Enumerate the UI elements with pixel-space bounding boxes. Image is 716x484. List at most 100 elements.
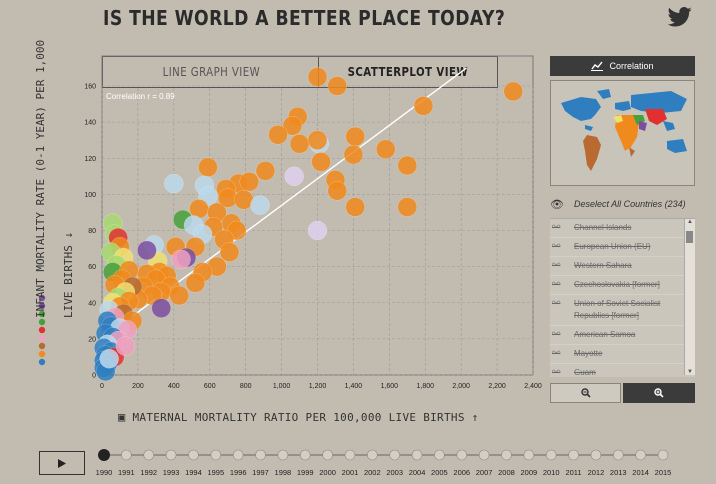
- timeline-year-label[interactable]: 2015: [654, 468, 672, 477]
- timeline-year-dot[interactable]: [299, 449, 311, 461]
- timeline-year-label[interactable]: 2006: [453, 468, 471, 477]
- country-bubble[interactable]: [99, 348, 119, 369]
- timeline-year-label[interactable]: 1998: [274, 468, 292, 477]
- timeline-year-label[interactable]: 1990: [95, 468, 113, 477]
- country-bubble[interactable]: [115, 336, 136, 356]
- country-bubble[interactable]: [345, 126, 365, 147]
- country-bubble[interactable]: [219, 242, 240, 262]
- timeline-year-dot[interactable]: [255, 449, 266, 461]
- legend-dot[interactable]: [38, 302, 46, 310]
- y-axis-label[interactable]: INFANT MORTALITY RATE (0-1 YEAR) PER 1,0…: [34, 39, 47, 318]
- country-bubble[interactable]: [268, 125, 288, 145]
- scroll-down-arrow[interactable]: ▼: [687, 369, 693, 375]
- timeline-year-label[interactable]: 1992: [140, 468, 158, 477]
- timeline-year-dot[interactable]: [635, 449, 646, 461]
- timeline-year-dot[interactable]: [143, 449, 155, 461]
- timeline-year-dot[interactable]: [277, 449, 289, 461]
- deselect-all-countries[interactable]: 👁 Deselect All Countries (234): [550, 195, 695, 213]
- world-map[interactable]: [550, 80, 695, 186]
- zoom-in-button[interactable]: [623, 383, 695, 403]
- country-list-item[interactable]: ⚯ Channel Islands: [550, 219, 695, 238]
- timeline-year-label[interactable]: 2012: [587, 468, 605, 477]
- legend-dot[interactable]: [38, 326, 46, 334]
- timeline-year-label[interactable]: 2011: [565, 468, 582, 477]
- timeline-year-label[interactable]: 2008: [498, 468, 515, 477]
- country-bubble[interactable]: [397, 155, 418, 176]
- country-bubble[interactable]: [164, 173, 184, 194]
- country-bubble[interactable]: [171, 249, 191, 270]
- timeline-year-label[interactable]: 1991: [118, 468, 135, 477]
- timeline-year-label[interactable]: 2003: [386, 468, 404, 477]
- legend-dot[interactable]: [38, 358, 46, 366]
- timeline-year-label[interactable]: 2000: [319, 468, 336, 477]
- timeline-year-label[interactable]: 2004: [408, 468, 426, 477]
- country-bubble[interactable]: [307, 220, 328, 241]
- country-bubble[interactable]: [239, 171, 260, 192]
- correlation-button[interactable]: Correlation: [550, 56, 695, 76]
- country-bubble[interactable]: [137, 240, 157, 261]
- country-bubble[interactable]: [413, 96, 434, 116]
- country-list-item[interactable]: ⚯ American Samoa: [550, 326, 695, 345]
- legend-dot[interactable]: [38, 334, 46, 342]
- timeline-year-dot[interactable]: [590, 449, 602, 461]
- country-bubble[interactable]: [169, 285, 189, 306]
- y-axis-label-line2[interactable]: LIVE BIRTHS ↓: [62, 231, 75, 318]
- country-list-item[interactable]: ⚯ Mayotte: [550, 345, 695, 364]
- play-button[interactable]: [39, 451, 85, 475]
- timeline-year-dot[interactable]: [344, 449, 356, 461]
- timeline-year-dot[interactable]: [210, 449, 222, 461]
- timeline-year-dot[interactable]: [98, 449, 110, 461]
- timeline-year-label[interactable]: 2013: [609, 468, 627, 477]
- timeline-year-label[interactable]: 2010: [542, 468, 560, 477]
- country-bubble[interactable]: [255, 161, 276, 181]
- country-list-item[interactable]: ⚯ European Union (EU): [550, 238, 695, 257]
- timeline-year-label[interactable]: 1999: [296, 468, 314, 477]
- twitter-icon[interactable]: [668, 6, 692, 28]
- timeline-year-dot[interactable]: [568, 449, 579, 461]
- timeline-year-dot[interactable]: [165, 449, 177, 461]
- country-bubble[interactable]: [289, 134, 310, 154]
- timeline-year-label[interactable]: 1993: [162, 468, 180, 477]
- country-bubble[interactable]: [343, 144, 364, 165]
- country-bubble[interactable]: [185, 273, 206, 293]
- timeline-year-dot[interactable]: [657, 449, 669, 461]
- legend-dot[interactable]: [38, 310, 46, 318]
- timeline-year-dot[interactable]: [434, 449, 445, 461]
- country-list-item[interactable]: ⚯ Guam: [550, 364, 695, 377]
- timeline-year-label[interactable]: 1996: [229, 468, 247, 477]
- country-bubble[interactable]: [327, 181, 348, 201]
- timeline-year-label[interactable]: 1995: [207, 468, 225, 477]
- timeline-year-dot[interactable]: [456, 449, 468, 461]
- country-bubble[interactable]: [327, 76, 348, 96]
- timeline-year-dot[interactable]: [367, 449, 378, 461]
- timeline-year-dot[interactable]: [322, 449, 333, 461]
- timeline-year-label[interactable]: 1994: [185, 468, 202, 477]
- country-list-scrollbar[interactable]: ▲ ▼: [684, 219, 695, 375]
- timeline-year-dot[interactable]: [545, 449, 557, 461]
- timeline-year-dot[interactable]: [232, 449, 244, 461]
- country-bubble[interactable]: [503, 81, 523, 102]
- country-bubble[interactable]: [307, 67, 328, 87]
- country-bubble[interactable]: [375, 139, 396, 159]
- timeline-year-dot[interactable]: [501, 449, 512, 461]
- timeline-year-dot[interactable]: [188, 449, 199, 461]
- timeline-year-dot[interactable]: [478, 449, 490, 461]
- country-bubble[interactable]: [151, 298, 172, 318]
- scroll-thumb[interactable]: [686, 231, 693, 243]
- country-list-item[interactable]: ⚯ Western Sahara: [550, 257, 695, 276]
- country-bubble[interactable]: [345, 197, 365, 217]
- country-bubble[interactable]: [250, 195, 270, 215]
- timeline-year-label[interactable]: 2007: [475, 468, 493, 477]
- timeline-year-label[interactable]: 2002: [363, 468, 381, 477]
- timeline-year-dot[interactable]: [523, 449, 535, 461]
- country-list-item[interactable]: ⚯ Czechoslovakia [former]: [550, 276, 695, 295]
- country-bubble[interactable]: [282, 115, 303, 136]
- legend-dot[interactable]: [38, 342, 46, 350]
- timeline-year-label[interactable]: 2014: [632, 468, 649, 477]
- timeline-year-dot[interactable]: [121, 449, 132, 461]
- country-bubble[interactable]: [198, 157, 218, 178]
- timeline-year-label[interactable]: 2005: [431, 468, 448, 477]
- country-list-item[interactable]: ⚯ Union of Soviet Socialist Republics [fo…: [550, 295, 695, 326]
- country-bubble[interactable]: [284, 166, 304, 187]
